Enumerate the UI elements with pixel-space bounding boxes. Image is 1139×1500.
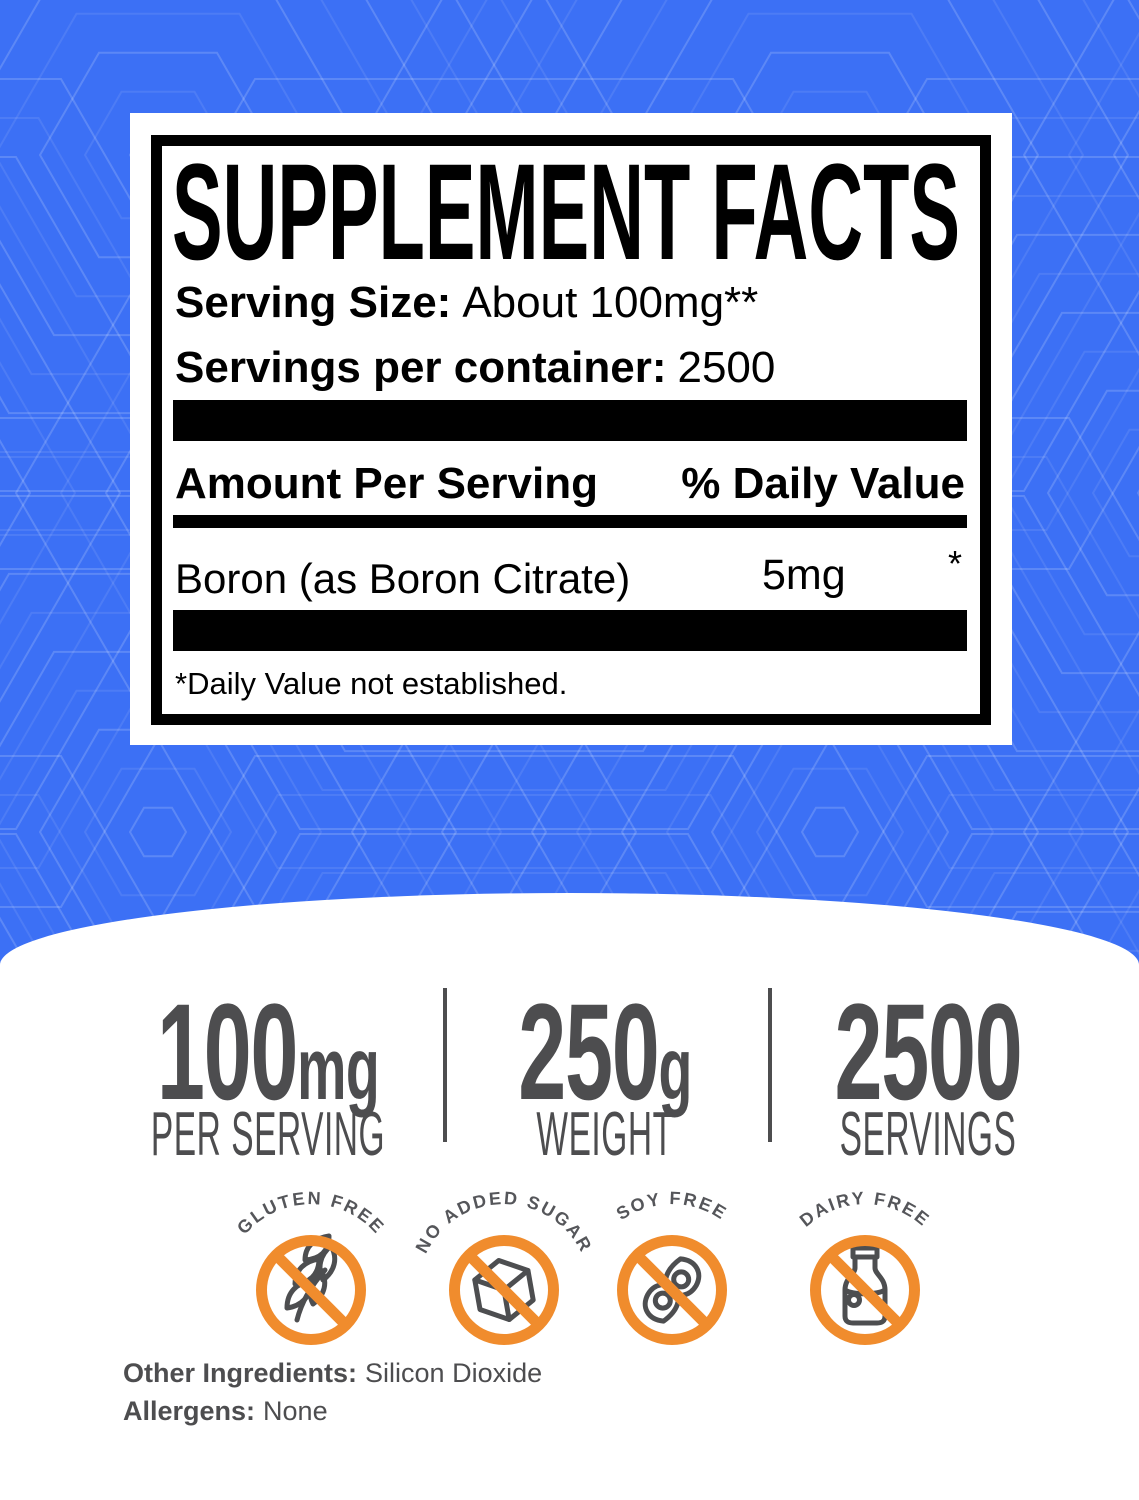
stat-servings-value: 2500 <box>835 984 1023 1121</box>
daily-value-footnote: *Daily Value not established. <box>175 666 568 701</box>
stat-weight-label: WEIGHT <box>478 1104 732 1166</box>
panel-title: SUPPLEMENT FACTS <box>172 159 960 265</box>
nutrient-amount: 5mg <box>762 551 846 599</box>
badge-arc-label: GLUTEN FREE <box>233 1188 389 1238</box>
badge-arc-label: SOY FREE <box>613 1188 731 1224</box>
stat-per-serving-value: 100mg <box>157 984 380 1121</box>
badge-soy-free: SOY FREE <box>562 1178 782 1383</box>
stat-unit: g <box>658 1019 692 1118</box>
supplement-facts-panel: SUPPLEMENT FACTS Serving Size: About 100m… <box>130 113 1012 745</box>
panel-title-wrap: SUPPLEMENT FACTS <box>172 159 960 265</box>
stat-servings-label: SERVINGS <box>764 1104 1091 1166</box>
prohibited-icon <box>449 1235 559 1345</box>
badge-no-added-sugar: NO ADDED SUGAR <box>394 1178 614 1383</box>
stat-label-text: WEIGHT <box>536 1100 674 1169</box>
serving-size-label: Serving Size: <box>175 278 452 327</box>
serving-size-value: About 100mg** <box>462 278 759 327</box>
prohibited-icon <box>256 1235 366 1345</box>
daily-value-header: % Daily Value <box>681 459 965 508</box>
stat-number: 2500 <box>834 976 1023 1129</box>
badge-arc-label: DAIRY FREE <box>796 1188 934 1231</box>
stat-number: 250 <box>518 976 659 1129</box>
thick-divider-bar <box>173 610 967 651</box>
stat-weight-value: 250g <box>518 984 692 1121</box>
servings-per-container-label: Servings per container: <box>175 343 667 392</box>
allergens-label: Allergens: <box>123 1396 256 1426</box>
stat-unit: mg <box>297 1019 380 1118</box>
nutrient-name: Boron (as Boron Citrate) <box>175 555 631 602</box>
badge-dairy-free: DAIRY FREE <box>755 1178 975 1383</box>
bottom-curved-section <box>0 893 1139 1500</box>
badge-gluten-free: GLUTEN FREE <box>201 1178 421 1383</box>
other-ingredients-line: Other Ingredients: Silicon Dioxide <box>123 1358 542 1389</box>
thick-divider-bar <box>173 400 967 441</box>
serving-size-line: Serving Size: About 100mg** <box>175 278 758 328</box>
prohibited-icon <box>810 1235 920 1345</box>
other-ingredients-label: Other Ingredients: <box>123 1358 358 1388</box>
stats-divider <box>443 988 447 1142</box>
stat-label-text: PER SERVING <box>150 1100 386 1169</box>
stat-per-serving-label: PER SERVING <box>51 1104 485 1166</box>
other-ingredients-value: Silicon Dioxide <box>365 1358 543 1388</box>
nutrient-daily-value: * <box>948 543 963 584</box>
stat-number: 100 <box>156 976 298 1129</box>
stat-weight: 250g <box>467 984 742 1121</box>
stat-label-text: SERVINGS <box>839 1100 1017 1169</box>
stats-divider <box>768 988 772 1142</box>
servings-per-container-line: Servings per container: 2500 <box>175 343 775 393</box>
table-header-row: Amount Per Serving % Daily Value <box>175 459 965 509</box>
amount-per-serving-header: Amount Per Serving <box>175 459 598 508</box>
allergens-line: Allergens: None <box>123 1396 328 1427</box>
thin-divider-bar <box>173 515 967 528</box>
stat-per-serving: 100mg <box>92 984 445 1121</box>
prohibited-icon <box>617 1235 727 1345</box>
allergens-value: None <box>263 1396 328 1426</box>
servings-per-container-value: 2500 <box>677 343 776 392</box>
stat-servings: 2500 <box>780 984 1077 1121</box>
panel-border <box>151 135 991 725</box>
